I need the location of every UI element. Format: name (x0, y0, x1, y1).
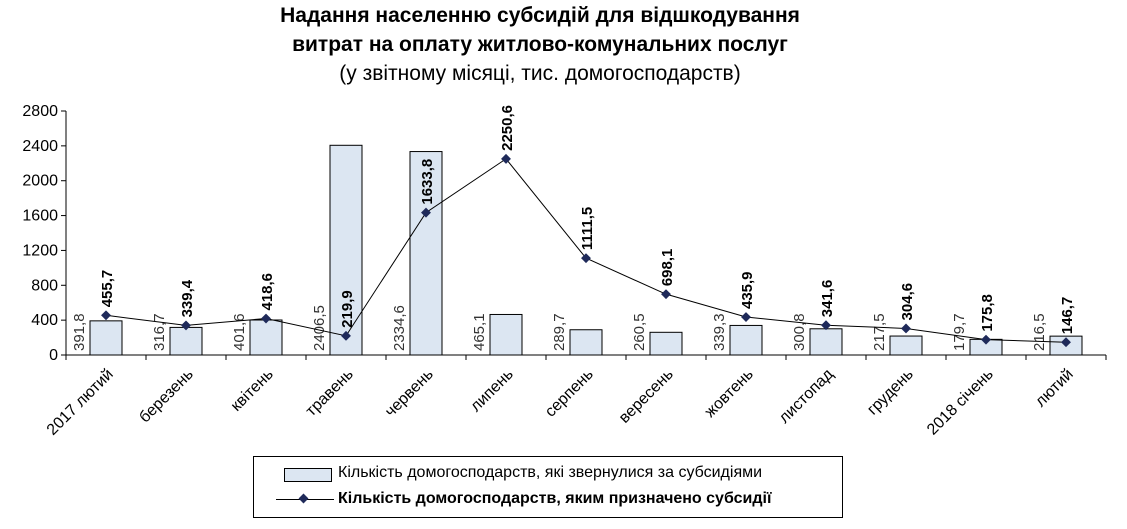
bar (649, 331, 683, 356)
chart-title-line-1: Надання населенню субсидій для відшкодув… (280, 4, 800, 27)
bar-value-label: 401,6 (231, 313, 248, 351)
bar (889, 335, 923, 356)
legend-marker-icon (298, 493, 309, 504)
x-axis-category-label: червень (382, 366, 437, 421)
line-point (741, 312, 751, 322)
y-axis-tick-label: 800 (31, 277, 58, 294)
x-axis-category-label: 2017 лютий (44, 366, 117, 439)
bar-value-label: 217,5 (871, 313, 888, 351)
x-axis-category-label: серпень (542, 366, 597, 421)
x-axis-category-label: квітень (228, 366, 277, 415)
bar-value-label: 289,7 (551, 313, 568, 351)
line-point (581, 253, 591, 264)
bar (89, 320, 123, 356)
line-value-label: 304,6 (899, 283, 916, 321)
line-point (181, 320, 191, 331)
line-point (661, 289, 671, 300)
y-axis-tick-label: 1600 (22, 208, 58, 225)
bar-value-label: 179,7 (951, 313, 968, 351)
bar (409, 151, 443, 356)
legend-item-requests: Кількість домогосподарств, які звернулис… (254, 461, 842, 487)
line-point (901, 323, 911, 334)
line-point (1061, 337, 1071, 348)
y-axis-tick-label: 1200 (22, 242, 58, 259)
line-value-label: 1111,5 (579, 207, 596, 250)
x-axis-category-label: вересень (616, 366, 677, 427)
y-axis-tick-label: 2000 (22, 173, 58, 190)
bar-value-label: 465,1 (471, 313, 488, 351)
legend: Кількість домогосподарств, які звернулис… (253, 456, 843, 518)
x-axis-category-label: листопад (776, 365, 837, 426)
bar-value-label: 2334,6 (391, 305, 408, 351)
x-axis-category-label: жовтень (702, 366, 757, 421)
bar (169, 326, 203, 356)
line-value-label: 698,1 (659, 249, 676, 287)
bar (249, 319, 283, 356)
bar-value-label: 391,8 (71, 313, 88, 351)
line-value-label: 418,6 (259, 273, 276, 311)
legend-label-requests: Кількість домогосподарств, які звернулис… (338, 464, 763, 481)
line-value-label: 146,7 (1059, 297, 1076, 335)
line-value-label: 341,6 (819, 280, 836, 318)
bar-value-label: 316,7 (151, 313, 168, 351)
y-axis-tick-label: 0 (49, 347, 58, 364)
x-axis-category-label: березень (136, 366, 197, 427)
y-axis-tick-label: 2400 (22, 138, 58, 155)
line-point (981, 334, 991, 345)
x-axis-category-label: липень (467, 366, 517, 416)
y-axis-tick-label: 2800 (22, 103, 58, 120)
line-value-label: 1633,8 (419, 159, 436, 205)
bar (809, 328, 843, 356)
bar-value-label: 260,5 (631, 313, 648, 351)
line-point (341, 330, 351, 341)
chart-title-line-2: витрат на оплату житлово-комунальних пос… (292, 33, 788, 56)
line-point (421, 207, 431, 218)
legend-bar-swatch (284, 468, 332, 482)
line-value-label: 455,7 (99, 270, 116, 308)
y-axis-tick-label: 400 (31, 312, 58, 329)
x-axis-category-label: 2018 січень (924, 366, 997, 439)
line-value-label: 175,8 (979, 294, 996, 332)
line-point (261, 313, 271, 324)
line-value-label: 2250,6 (499, 105, 516, 151)
bar-value-label: 339,3 (711, 313, 728, 351)
x-axis-category-label: грудень (864, 366, 917, 419)
legend-item-granted: Кількість домогосподарств, яким призначе… (254, 487, 842, 513)
legend-label-granted: Кількість домогосподарств, яким призначе… (338, 490, 772, 507)
line-value-label: 219,9 (339, 290, 356, 328)
bar-value-label: 216,5 (1031, 313, 1048, 351)
bar (569, 329, 603, 356)
chart-subtitle: (у звітному місяці, тис. домогосподарств… (339, 62, 741, 85)
line-value-label: 339,4 (179, 279, 196, 317)
bar-value-label: 2406,5 (311, 305, 328, 351)
line-value-label: 435,9 (739, 271, 756, 309)
line-point (821, 320, 831, 331)
bar (729, 324, 763, 356)
line-point (101, 310, 111, 321)
x-axis-category-label: лютий (1032, 366, 1077, 411)
x-axis-category-label: травень (303, 366, 357, 420)
bar-value-label: 300,8 (791, 313, 808, 351)
line-point (501, 153, 511, 164)
bar (489, 313, 523, 356)
